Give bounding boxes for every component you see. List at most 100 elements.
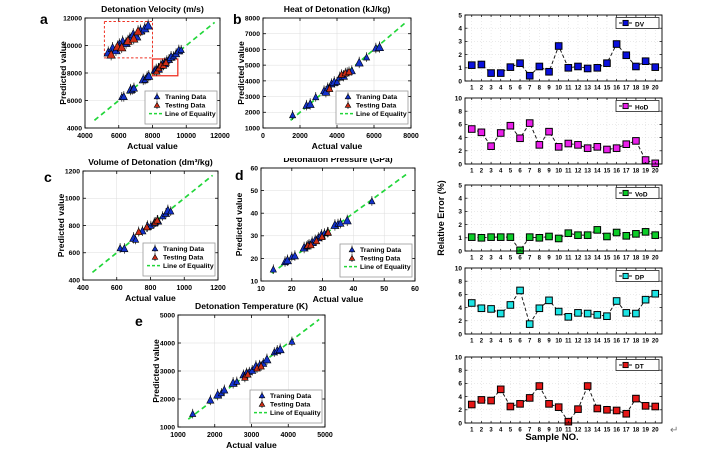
error-point: [574, 405, 582, 413]
error-point: [467, 299, 476, 307]
sample-tick-label: 9: [547, 86, 551, 92]
panel-volume-of-detonation: 400 600 800 1000 1200 400 600 800 1000 1200 Volume…: [28, 157, 232, 311]
legend-label: Traning Data: [360, 247, 401, 254]
sample-tick-label: 11: [565, 339, 572, 345]
error-point: [506, 121, 515, 130]
sample-tick-label: 13: [584, 169, 591, 175]
legend-training-marker: [258, 392, 266, 399]
x-axis-label: Actual value: [313, 294, 364, 304]
sample-tick-label: 2: [480, 169, 484, 175]
training-point: [333, 77, 341, 85]
sample-tick-label: 15: [604, 169, 611, 175]
error-point: [574, 231, 582, 239]
scatter-plot-d: 10 20 30 40 50 60 10 20 30 40 50 60 Detonation Press…: [234, 154, 419, 304]
error-point: [506, 233, 515, 241]
training-point: [189, 409, 197, 417]
y-tick-label: 20: [250, 256, 258, 263]
legend-square-marker: [622, 102, 629, 110]
y-tick-label: 2: [458, 407, 462, 414]
x-tick-label: 800: [145, 285, 157, 292]
legend-label: Line of Equality: [163, 263, 214, 270]
y-tick-label: 6: [458, 292, 462, 299]
sample-tick-label: 15: [604, 428, 611, 434]
error-point: [622, 51, 631, 60]
y-axis-label: Predicted value: [58, 41, 68, 105]
legend-label: HoD: [635, 104, 649, 111]
training-point: [305, 99, 315, 108]
error-point: [516, 400, 524, 408]
legend-testing-marker: [258, 400, 266, 407]
sample-tick-label: 15: [604, 86, 611, 92]
sample-tick-label: 15: [604, 256, 611, 262]
sample-tick-label: 14: [594, 169, 601, 175]
x-tick-label: 1200: [210, 285, 226, 292]
training-point: [119, 92, 128, 100]
training-point: [363, 53, 371, 61]
error-point: [516, 286, 524, 295]
error-point: [583, 309, 592, 318]
error-point: [535, 62, 544, 71]
x-axis-label: Actual value: [127, 141, 178, 151]
testing-point: [318, 232, 326, 241]
error-point: [574, 309, 582, 317]
testing-point: [345, 67, 353, 75]
sample-tick-label: 10: [555, 339, 562, 345]
legend-training-marker: [151, 245, 159, 252]
legend-box: [615, 17, 660, 29]
sample-tick-label: 19: [642, 428, 649, 434]
y-tick-label: 800: [69, 223, 81, 230]
x-tick-label: 8000: [145, 133, 161, 140]
panel-detonation-velocity: 4000 6000 8000 10000 12000 4000 6000 8000 10000 1…: [28, 0, 232, 163]
sample-tick-label: 16: [613, 256, 620, 262]
sample-tick-label: 3: [489, 256, 493, 262]
sample-tick-label: 7: [528, 169, 532, 175]
sample-tick-label: 20: [652, 169, 659, 175]
y-tick-label: 10: [250, 278, 258, 285]
y-tick-label: 0: [458, 161, 462, 168]
sample-tick-label: 7: [528, 428, 532, 434]
error-point: [545, 400, 553, 408]
panel-title: Volume of Detonation (dm³/kg): [88, 158, 213, 167]
legend-label: Testing Data: [270, 402, 311, 409]
y-tick-label: 10: [455, 354, 463, 361]
sample-tick-label: 3: [489, 169, 493, 175]
y-tick-label: 50: [250, 188, 258, 195]
sample-tick-label: 5: [509, 428, 513, 434]
y-tick-label: 3000: [245, 94, 260, 101]
error-line: [471, 289, 656, 326]
sample-tick-label: 7: [528, 339, 532, 345]
sample-tick-label: 12: [575, 428, 582, 434]
training-point: [262, 354, 272, 364]
sample-tick-label: 17: [623, 339, 630, 345]
y-tick-label: 1: [458, 235, 462, 242]
y-tick-label: 6000: [67, 98, 82, 105]
error-point: [535, 382, 544, 390]
panel-title: Detonation Velocity (m/s): [101, 4, 204, 14]
sample-tick-label: 9: [547, 256, 551, 262]
y-tick-label: 6: [458, 122, 462, 129]
sample-tick-label: 8: [538, 86, 542, 92]
scatter-plot-c: 400 600 800 1000 1200 400 600 800 1000 1200 Volume…: [44, 157, 226, 303]
sample-tick-label: 18: [633, 86, 640, 92]
training-point: [177, 45, 185, 53]
legend-label: Traning Data: [163, 246, 204, 253]
legend-training-marker: [348, 246, 356, 253]
error-point: [477, 396, 486, 404]
sample-tick-label: 9: [547, 339, 551, 345]
legend-label: Testing Data: [163, 255, 204, 262]
y-tick-label: 30: [250, 233, 258, 240]
error-point: [622, 309, 631, 317]
error-point: [467, 400, 476, 409]
sample-tick-label: 19: [642, 86, 649, 92]
sample-tick-label: 8: [538, 339, 542, 345]
sample-tick-label: 11: [565, 428, 572, 434]
error-point: [574, 141, 582, 149]
error-point: [554, 307, 563, 316]
sample-tick-label: 9: [547, 169, 551, 175]
training-point: [269, 265, 277, 273]
y-tick-label: 4000: [67, 125, 82, 132]
x-tick-label: 30: [319, 286, 327, 293]
error-point: [641, 228, 650, 236]
sample-tick-label: 6: [518, 86, 522, 92]
y-tick-label: 8000: [245, 15, 260, 22]
